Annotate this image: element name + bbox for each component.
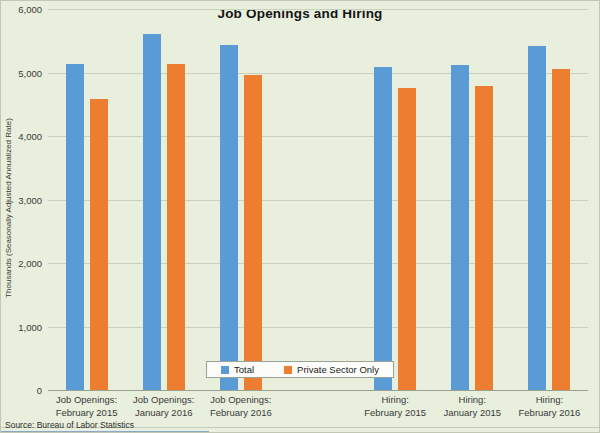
x-axis: Job Openings:February 2015Job Openings:J… <box>48 393 588 419</box>
legend-label: Private Sector Only <box>297 364 379 375</box>
x-category-label-line: Job Openings: <box>202 393 279 406</box>
bar-group <box>202 9 279 390</box>
y-tick-label: 1,000 <box>18 321 42 332</box>
x-category-label: Hiring:February 2015 <box>357 393 434 419</box>
y-tick-label: 4,000 <box>18 131 42 142</box>
y-tick-label: 5,000 <box>18 67 42 78</box>
y-tick-label: 6,000 <box>18 4 42 15</box>
bar-private-sector-only <box>398 88 416 390</box>
bar-groups <box>48 9 588 390</box>
bar-total <box>374 67 392 390</box>
source-note: Source: Bureau of Labor Statistics <box>5 420 134 430</box>
bar-total <box>220 45 238 390</box>
x-category-label: Job Openings:February 2016 <box>202 393 279 419</box>
x-category-label: Hiring:January 2015 <box>434 393 511 419</box>
legend-swatch <box>284 366 292 374</box>
x-category-label-line: February 2015 <box>48 406 125 419</box>
legend: Total Private Sector Only <box>206 361 394 378</box>
x-category-label-line: Hiring: <box>434 393 511 406</box>
x-category-label: Job Openings:January 2016 <box>125 393 202 419</box>
bar-private-sector-only <box>552 69 570 390</box>
x-category-label-line: Hiring: <box>357 393 434 406</box>
y-tick-label: 0 <box>37 385 42 396</box>
bar-private-sector-only <box>475 86 493 390</box>
bar-private-sector-only <box>167 64 185 390</box>
x-category-label-line: January 2015 <box>434 406 511 419</box>
x-category-label: Job Openings:February 2015 <box>48 393 125 419</box>
x-category-label-line: Job Openings: <box>48 393 125 406</box>
y-axis: 0 1,000 2,000 3,000 4,000 5,000 6,000 <box>1 1 44 433</box>
x-category-label-line: Job Openings: <box>125 393 202 406</box>
y-tick-label: 3,000 <box>18 194 42 205</box>
legend-item: Total <box>221 364 254 375</box>
legend-swatch <box>221 366 229 374</box>
x-category-label-line: February 2015 <box>357 406 434 419</box>
chart: Job Openings and Hiring Thousands (Seaso… <box>0 0 600 433</box>
x-category-label-line: January 2016 <box>125 406 202 419</box>
bar-group <box>125 9 202 390</box>
bar-group <box>279 9 356 390</box>
x-category-label-line: February 2016 <box>511 406 588 419</box>
legend-item: Private Sector Only <box>284 364 379 375</box>
bar-total <box>451 65 469 390</box>
bar-total <box>143 34 161 390</box>
x-category-label-line: Hiring: <box>511 393 588 406</box>
bar-private-sector-only <box>90 99 108 390</box>
bar-total <box>66 64 84 390</box>
bar-group <box>434 9 511 390</box>
plot-area <box>48 9 588 391</box>
bar-total <box>528 46 546 390</box>
bar-group <box>357 9 434 390</box>
bar-private-sector-only <box>244 75 262 390</box>
bar-group <box>48 9 125 390</box>
x-category-label: Hiring:February 2016 <box>511 393 588 419</box>
x-category-label-line: February 2016 <box>202 406 279 419</box>
bar-group <box>511 9 588 390</box>
legend-label: Total <box>234 364 254 375</box>
y-tick-label: 2,000 <box>18 258 42 269</box>
x-category-label <box>279 393 356 419</box>
